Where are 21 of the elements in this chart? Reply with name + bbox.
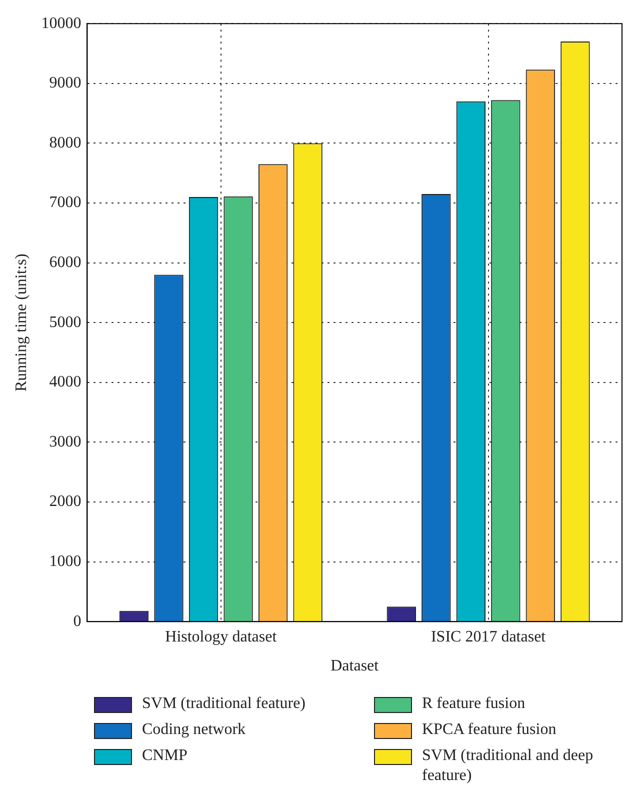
x-tick-label: ISIC 2017 dataset — [430, 628, 546, 646]
legend-label: SVM (traditional and deep feature) — [422, 746, 594, 786]
y-tick-label: 0 — [73, 612, 82, 630]
legend-label: SVM (traditional feature) — [142, 694, 306, 714]
y-tick-label: 10000 — [41, 14, 82, 32]
y-tick-label: 4000 — [49, 374, 82, 391]
legend-label: R feature fusion — [422, 694, 526, 714]
y-tick-label: 6000 — [49, 254, 82, 272]
legend-label: CNMP — [142, 746, 188, 766]
y-tick-label: 9000 — [49, 74, 82, 92]
y-tick-label: 3000 — [49, 433, 82, 450]
y-tick-label: 5000 — [49, 314, 82, 331]
y-tick-label: 8000 — [49, 134, 82, 152]
y-axis-title: Running time (unit:s) — [12, 254, 30, 392]
legend-label: KPCA feature fusion — [422, 720, 556, 740]
legend-label: Coding network — [142, 720, 246, 740]
x-axis-title: Dataset — [330, 658, 380, 675]
x-tick-label: Histology dataset — [165, 628, 278, 646]
y-tick-label: 2000 — [49, 493, 82, 510]
y-tick-label: 7000 — [49, 194, 82, 212]
y-tick-label: 1000 — [49, 553, 82, 570]
